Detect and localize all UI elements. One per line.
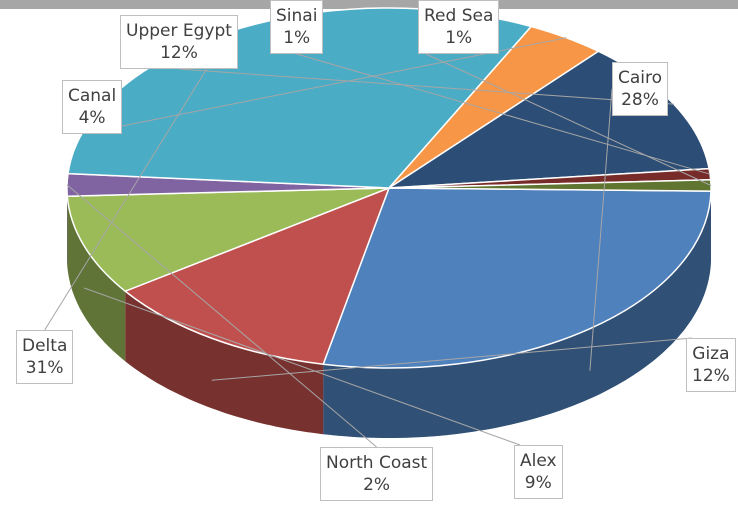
- leader-lines: [44, 31, 712, 448]
- data-label-north-coast: North Coast 2%: [320, 447, 434, 501]
- leader-line-upper-egypt: [178, 68, 674, 105]
- label-category: Giza: [692, 344, 730, 364]
- label-category: Sinai: [276, 6, 318, 26]
- leader-line-giza: [211, 337, 693, 381]
- label-value: 12%: [692, 366, 730, 386]
- data-label-giza: Giza 12%: [686, 338, 736, 392]
- data-label-upper-egypt: Upper Egypt 12%: [120, 15, 238, 69]
- side-shade-cairo: [323, 191, 711, 438]
- top-border-bar: [0, 0, 738, 9]
- leader-line-alex: [84, 287, 521, 446]
- label-value: 28%: [621, 90, 659, 110]
- label-value: 9%: [524, 473, 552, 493]
- data-label-alex: Alex 9%: [514, 445, 563, 499]
- label-category: Cairo: [618, 68, 663, 88]
- label-value: 12%: [160, 43, 198, 63]
- leader-line-north-coast: [66, 184, 377, 448]
- data-label-cairo: Cairo 28%: [612, 62, 669, 116]
- pie-top-faces: [66, 7, 712, 369]
- data-label-delta: Delta 31%: [16, 330, 74, 384]
- slice-alex: [66, 187, 390, 292]
- side-giza: [125, 291, 324, 435]
- side-alex: [67, 196, 126, 362]
- label-category: Alex: [520, 451, 557, 471]
- slice-giza: [124, 187, 390, 365]
- leader-line-sinai: [296, 53, 711, 175]
- side-shade-giza: [125, 291, 324, 435]
- label-category: Red Sea: [424, 6, 494, 26]
- label-value: 1%: [445, 28, 473, 48]
- side-shade-alex: [67, 196, 126, 362]
- data-label-red-sea: Red Sea 1%: [418, 0, 500, 54]
- data-label-canal: Canal 4%: [62, 80, 123, 134]
- label-value: 1%: [283, 28, 311, 48]
- leader-line-red-sea: [425, 53, 712, 186]
- label-value: 31%: [25, 358, 64, 378]
- label-category: Delta: [22, 336, 68, 356]
- label-value: 4%: [78, 108, 106, 128]
- slice-cairo: [322, 187, 712, 369]
- leader-line-cairo: [589, 88, 613, 371]
- side-cairo: [323, 191, 711, 438]
- leader-line-delta: [44, 31, 231, 331]
- label-value: 2%: [363, 475, 391, 495]
- data-label-sinai: Sinai 1%: [270, 0, 324, 54]
- label-category: Upper Egypt: [126, 21, 232, 41]
- label-category: North Coast: [326, 453, 428, 473]
- label-category: Canal: [68, 86, 117, 106]
- pie-side-walls: [67, 190, 711, 438]
